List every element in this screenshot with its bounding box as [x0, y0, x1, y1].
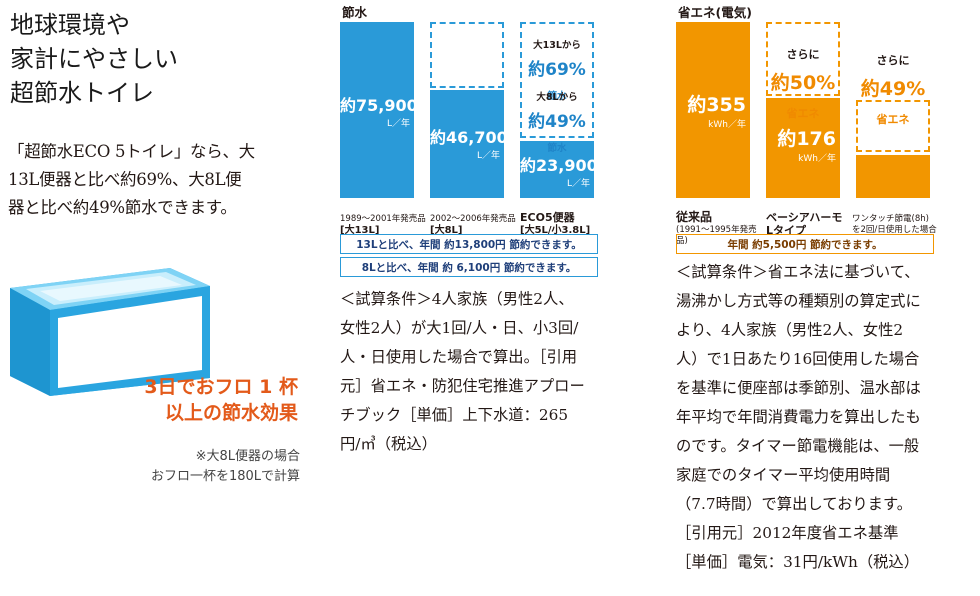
water-savings-note-8l: 8Lと比べ、年間 約 6,100円 節約できます。	[340, 257, 598, 277]
energy-claim-2: さらに 約49% 省エネ	[860, 54, 926, 126]
energy-bar-2	[766, 98, 840, 198]
water-conditions: ＜試算条件＞4人家族（男性2人、 女性2人）が大1回/人・日、小3回/ 人・日使…	[340, 290, 585, 453]
energy-bar-3	[856, 155, 930, 198]
bath-savings-note: ※大8L便器の場合 おフロ一杯を180Lで計算	[150, 449, 300, 484]
energy-bar-3-label: ワンタッチ節電(8h) を2回/日使用した場合	[852, 214, 937, 235]
water-bar-2-saved	[430, 22, 504, 88]
water-bar-1	[340, 22, 414, 198]
energy-conditions: ＜試算条件＞省エネ法に基づいて、 湯沸かし方式等の種類別の算定式に より、4人家…	[676, 263, 921, 571]
energy-bar-2-value: 約176 kWh／年	[777, 128, 836, 164]
water-bar-2-value: 約46,700 L／年	[430, 128, 508, 161]
energy-chart-title: 省エネ(電気)	[678, 5, 752, 20]
bathtub-illustration	[10, 268, 210, 396]
water-claim-2: 大8Lから 約49% 節水	[528, 92, 586, 154]
energy-bar-1-value: 約355 kWh／年	[687, 94, 746, 130]
water-bar-3-value: 約23,900 L／年	[520, 156, 598, 189]
water-bar-1-value: 約75,900 L／年	[340, 96, 418, 129]
energy-bar-2-saved	[766, 22, 840, 96]
water-bar-3-saved	[520, 22, 594, 138]
water-bar-2	[430, 90, 504, 198]
intro-text: 「超節水ECO 5トイレ」なら、大 13L便器と比べ約69%、大8L便 器と比べ…	[8, 142, 255, 217]
water-bar-1-label: 1989〜2001年発売品 [大13L]	[340, 214, 426, 236]
water-bar-3-label: ECO5便器 [大5L/小3.8L]	[520, 211, 591, 236]
water-bar-2-label: 2002〜2006年発売品 [大8L]	[430, 214, 516, 236]
water-chart-title: 節水	[342, 5, 368, 20]
headline: 地球環境や 家計にやさしい 超節水トイレ	[10, 11, 178, 107]
energy-bar-3-saved	[856, 100, 930, 152]
energy-bar-1	[676, 22, 750, 198]
water-savings-note-13l: 13Lと比べ、年間 約13,800円 節約できます。	[340, 234, 598, 254]
water-bar-3	[520, 141, 594, 198]
bath-savings-claim: 3日でおフロ 1 杯 以上の節水効果	[144, 376, 298, 424]
water-claim-1: 大13Lから 約69% 節水	[528, 40, 586, 102]
energy-claim-1: さらに 約50% 省エネ	[770, 48, 836, 120]
energy-bar-2-label: ベーシアハーモ Lタイプ	[766, 211, 843, 237]
energy-bar-1-label: 従来品 (1991〜1995年発売品)	[676, 210, 757, 246]
energy-savings-note: 年間 約5,500円 節約できます。	[676, 234, 934, 254]
